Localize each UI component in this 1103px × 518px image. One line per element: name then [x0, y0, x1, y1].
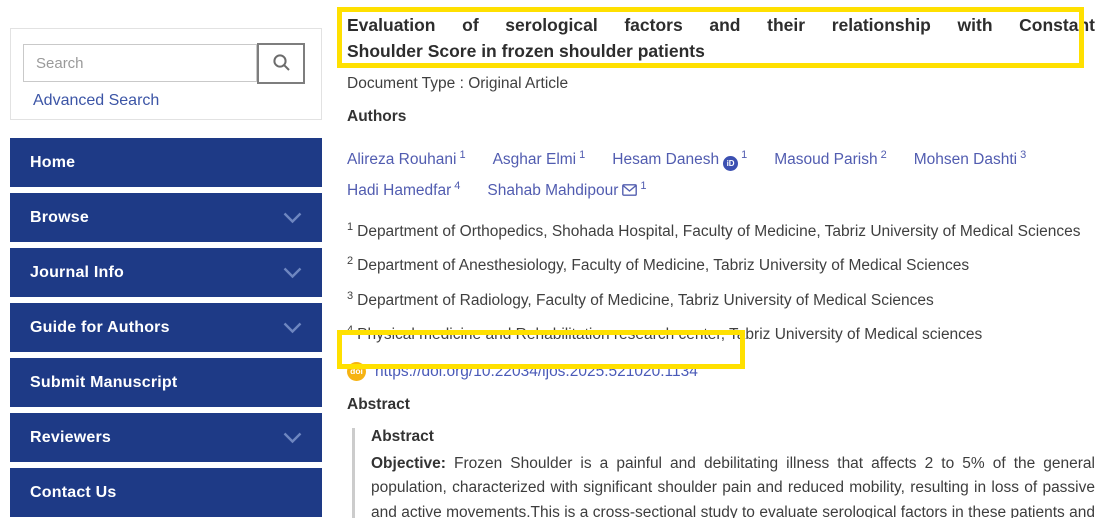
article-main: Evaluation of serological factors and th… [347, 0, 1095, 518]
affiliation-ref: 1 [579, 149, 586, 161]
search-button[interactable] [257, 43, 305, 84]
search-panel: Advanced Search [10, 28, 322, 120]
author-link[interactable]: Shahab Mahdipour [487, 182, 619, 200]
author-link[interactable]: Hesam Danesh [612, 151, 720, 169]
affiliations-list: 1 Department of Orthopedics, Shohada Hosp… [347, 215, 1095, 347]
abstract-body: Frozen Shoulder is a painful and debilit… [371, 454, 1095, 518]
sidebar-item-reviewers[interactable]: Reviewers [10, 413, 322, 462]
orcid-icon[interactable]: iD [723, 156, 739, 172]
affiliation-ref: 2 [880, 149, 887, 161]
author: Mohsen Dashti 3 [914, 149, 1027, 171]
author: Hadi Hamedfar 4 [347, 180, 460, 201]
menu-label: Guide for Authors [30, 318, 170, 336]
abstract-text: Objective: Frozen Shoulder is a painful … [371, 452, 1095, 518]
search-icon [272, 53, 291, 75]
affiliation-ref: 3 [1020, 149, 1027, 161]
doi-link[interactable]: https://doi.org/10.22034/ijos.2025.52102… [375, 362, 698, 380]
menu-label: Browse [30, 208, 89, 226]
advanced-search-link[interactable]: Advanced Search [33, 92, 160, 109]
menu-label: Reviewers [30, 428, 111, 446]
affiliation-text: Department of Anesthesiology, Faculty of… [357, 257, 970, 275]
sidebar-item-home[interactable]: Home [10, 138, 322, 187]
chevron-down-icon [283, 266, 302, 284]
affiliation-text: Department of Orthopedics, Shohada Hospi… [357, 223, 1081, 241]
author: Masoud Parish 2 [774, 149, 887, 171]
author-link[interactable]: Hadi Hamedfar [347, 182, 452, 200]
menu-label: Contact Us [30, 483, 117, 501]
chevron-down-icon [283, 211, 302, 229]
affiliation: 2 Department of Anesthesiology, Faculty o… [347, 249, 1095, 278]
doi-row: doi https://doi.org/10.22034/ijos.2025.5… [347, 361, 1095, 383]
author-link[interactable]: Alireza Rouhani [347, 151, 457, 169]
affiliation: 4 Physical medicine and Rehabilitation re… [347, 318, 1095, 347]
affiliation-text: Physical medicine and Rehabilitation res… [357, 325, 983, 343]
search-input[interactable] [23, 44, 257, 82]
abstract-section-heading: Abstract [347, 395, 410, 413]
authors-list: Alireza Rouhani 1 Asghar Elmi 1 Hesam Dane… [347, 149, 1095, 201]
affiliation-number: 4 [347, 323, 354, 336]
abstract-block: Abstract Objective: Frozen Shoulder is a… [352, 427, 1095, 518]
author-link[interactable]: Masoud Parish [774, 151, 878, 169]
menu-label: Home [30, 153, 76, 171]
sidebar-item-submit-manuscript[interactable]: Submit Manuscript [10, 358, 322, 407]
menu-label: Submit Manuscript [30, 373, 178, 391]
chevron-down-icon [283, 321, 302, 339]
sidebar: Advanced Search Home Browse Journal Info… [10, 28, 322, 518]
author: Shahab Mahdipour 1 [487, 180, 646, 201]
objective-label: Objective: [371, 454, 446, 472]
email-icon[interactable] [622, 183, 638, 200]
affiliation: 1 Department of Orthopedics, Shohada Hosp… [347, 215, 1095, 244]
article-title-line2: Shoulder Score in frozen shoulder patien… [347, 41, 705, 61]
author: Alireza Rouhani 1 [347, 149, 466, 171]
affiliation-number: 3 [347, 289, 354, 302]
affiliation-number: 2 [347, 255, 354, 268]
affiliation-ref: 1 [640, 180, 647, 193]
doi-icon: doi [347, 362, 366, 382]
affiliation-number: 1 [347, 221, 354, 234]
author: Asghar Elmi 1 [493, 149, 586, 171]
affiliation-ref: 1 [459, 149, 466, 161]
article-title: Evaluation of serological factors and th… [347, 12, 1095, 64]
menu-label: Journal Info [30, 263, 124, 281]
affiliation-ref: 1 [741, 149, 748, 161]
sidebar-item-guide-for-authors[interactable]: Guide for Authors [10, 303, 322, 352]
author-link[interactable]: Asghar Elmi [492, 151, 577, 169]
author-link[interactable]: Mohsen Dashti [913, 151, 1018, 169]
authors-heading: Authors [347, 108, 407, 125]
sidebar-menu: Home Browse Journal Info Guide for Autho… [10, 138, 322, 517]
author: Hesam Danesh iD1 [612, 149, 748, 172]
affiliation-text: Department of Radiology, Faculty of Medi… [357, 291, 934, 309]
sidebar-item-browse[interactable]: Browse [10, 193, 322, 242]
affiliation-ref: 4 [454, 180, 461, 193]
sidebar-item-contact-us[interactable]: Contact Us [10, 468, 322, 517]
affiliation: 3 Department of Radiology, Faculty of Med… [347, 284, 1095, 313]
article-title-line1: Evaluation of serological factors and th… [347, 15, 1095, 35]
sidebar-item-journal-info[interactable]: Journal Info [10, 248, 322, 297]
abstract-heading: Abstract [371, 427, 434, 445]
chevron-down-icon [283, 431, 302, 449]
document-type: Document Type : Original Article [347, 75, 569, 92]
